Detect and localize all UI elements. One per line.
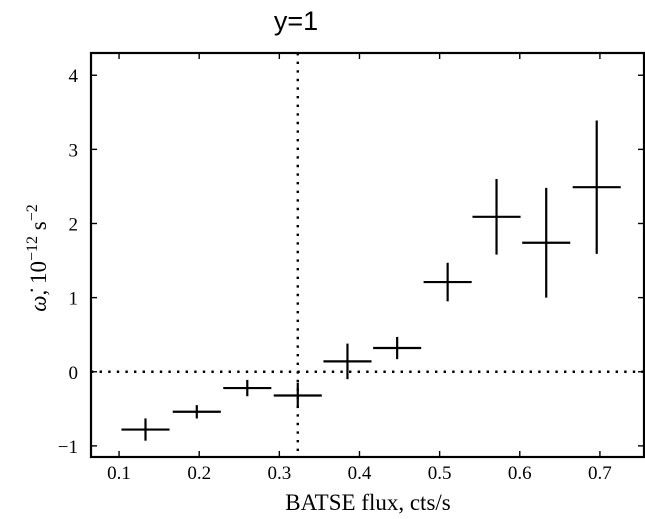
x-axis-label: BATSE flux, cts/s: [285, 490, 451, 515]
data-point: [273, 382, 322, 409]
data-point: [572, 120, 621, 254]
x-tick-label: 0.3: [267, 463, 291, 484]
y-axis-label-unit: s: [26, 221, 51, 236]
x-tick-label: 0.5: [428, 463, 452, 484]
data-point: [172, 405, 221, 419]
y-tick-labels: −1 0 1 2 3 4: [58, 66, 79, 458]
y-tick-label: 1: [69, 289, 79, 310]
plot-frame: [89, 51, 645, 459]
axis-ticks: [91, 53, 644, 457]
y-tick-label: 3: [69, 140, 79, 161]
data-point: [423, 262, 472, 302]
data-points: [121, 120, 621, 441]
y-axis-label-unit-exponent: −2: [24, 204, 41, 221]
data-point: [472, 179, 521, 255]
data-point: [323, 343, 372, 380]
reference-lines: [91, 53, 644, 457]
y-tick-label: −1: [58, 437, 78, 458]
y-tick-label: 0: [69, 363, 79, 384]
data-point: [121, 418, 170, 441]
chart-title: y=1: [274, 6, 318, 36]
data-point: [522, 187, 571, 298]
x-tick-label: 0.7: [588, 463, 612, 484]
x-tick-label: 0.1: [107, 463, 131, 484]
data-point: [373, 336, 422, 360]
y-axis-label-text: , 10: [26, 261, 51, 296]
x-tick-labels: 0.1 0.2 0.3 0.4 0.5 0.6 0.7: [107, 463, 612, 484]
data-point: [223, 379, 272, 397]
y-axis-label: ω̇, 10−12 s−2: [24, 204, 51, 312]
x-tick-label: 0.6: [508, 463, 532, 484]
plot-area: [89, 51, 645, 459]
y-axis-label-exponent: −12: [24, 236, 41, 261]
x-tick-label: 0.2: [187, 463, 211, 484]
x-tick-label: 0.4: [348, 463, 372, 484]
y-tick-label: 4: [69, 66, 79, 87]
y-tick-label: 2: [69, 214, 79, 235]
